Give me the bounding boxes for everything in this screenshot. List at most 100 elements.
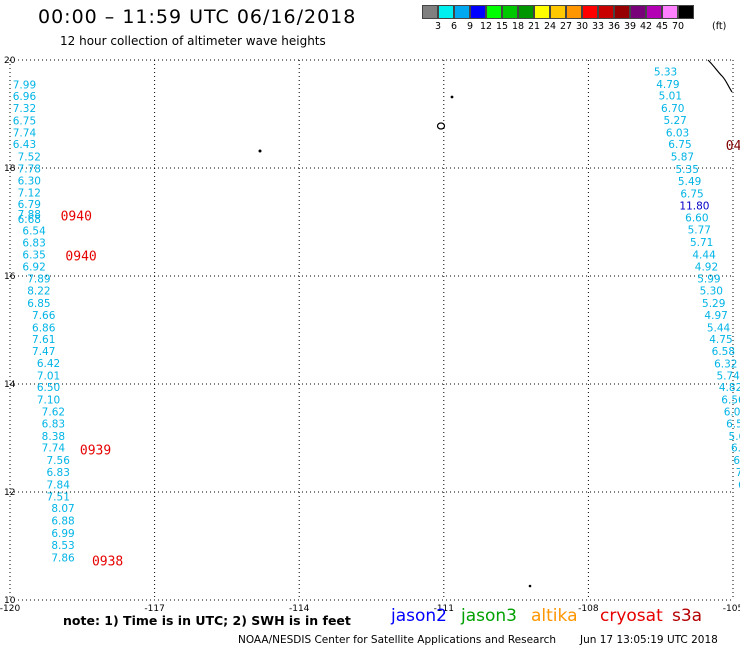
x-tick-label: -117 [144, 604, 164, 614]
map-subtitle: 12 hour collection of altimeter wave hei… [60, 34, 326, 48]
wave-height-label: 7.08 [736, 467, 740, 479]
legend-label: 3 [434, 21, 442, 32]
footnote: note: 1) Time is in UTC; 2) SWH is in fe… [63, 613, 351, 628]
wave-height-label: 7.62 [42, 407, 65, 419]
legend-label: 33 [591, 21, 605, 32]
wave-height-label: 5.87 [671, 152, 694, 164]
wave-height-label: 5.74 [716, 370, 740, 382]
wave-height-label: 6.79 [18, 199, 41, 211]
wave-height-label: 7.78 [18, 164, 41, 176]
legend-swatch [486, 5, 502, 19]
legend-label: 70 [671, 21, 685, 32]
wave-height-label: 6.70 [661, 103, 684, 115]
wave-height-label: 7.66 [32, 310, 56, 322]
wave-height-label: 7.88 [18, 209, 41, 221]
wave-height-label: 5.35 [676, 164, 699, 176]
wave-height-label: 5.49 [678, 176, 701, 188]
legend-label: 45 [655, 21, 669, 32]
wave-height-label: 5.44 [707, 322, 731, 334]
wave-height-label: 4.92 [695, 261, 718, 273]
wave-height-label: 6.68 [18, 214, 41, 226]
wave-height-label: 5.01 [659, 91, 682, 103]
y-tick-label: 20 [4, 56, 16, 66]
altimeter-track-east: 5.334.795.016.705.276.036.755.875.355.49… [654, 66, 740, 491]
wave-height-label: 7.61 [32, 334, 55, 346]
legend-labels: (ft) 3 6 9 12 15 18 21 24 27 30 33 36 39 42 45 70 [422, 20, 726, 36]
wave-height-label: 7.99 [13, 79, 36, 91]
wave-height-label: 6.86 [32, 322, 56, 334]
wave-height-label: 4.97 [704, 310, 727, 322]
wave-height-label: 6.54 [22, 226, 46, 238]
wave-height-label: 6.32 [714, 358, 737, 370]
wave-height-label: 6.50 [37, 382, 60, 394]
y-tick-label: 18 [4, 164, 16, 174]
legend-swatch [646, 5, 662, 19]
wave-height-label: 6.75 [668, 139, 691, 151]
legend-swatch [438, 5, 454, 19]
island-san-benedicto [450, 95, 454, 99]
legend-swatch [502, 5, 518, 19]
wave-height-label: 4.82 [719, 382, 740, 394]
y-tick-label: 12 [4, 488, 15, 498]
legend-label: 39 [623, 21, 637, 32]
legend-label: 36 [607, 21, 621, 32]
wave-height-label: 6.75 [680, 188, 703, 200]
legend-label: 6 [450, 21, 458, 32]
wave-height-label: 7.89 [27, 274, 50, 286]
wave-height-label: 4.79 [656, 79, 679, 91]
wave-height-label: 7.01 [37, 370, 60, 382]
x-tick-label: -108 [578, 604, 599, 614]
wave-height-label: 6.69 [733, 455, 740, 467]
satellite-jason2: jason2 [391, 606, 447, 626]
legend-label: 9 [466, 21, 474, 32]
legend-swatch [470, 5, 486, 19]
satellite-jason3: jason3 [461, 606, 517, 626]
legend-unit: (ft) [712, 21, 727, 32]
y-tick-label: 16 [4, 272, 16, 282]
pass-time-label: 0940 [65, 249, 96, 264]
wave-height-label: 6.88 [51, 516, 74, 528]
wave-height-label: 6.59 [726, 418, 740, 430]
legend-swatch [678, 5, 694, 19]
legend-swatches [422, 5, 694, 19]
wave-height-label: 5.77 [688, 225, 711, 237]
legend-swatch [422, 5, 438, 19]
wave-height-label: 6.42 [37, 358, 60, 370]
lat-lon-grid [9, 59, 734, 601]
legend-label: 12 [479, 21, 493, 32]
pass-time-label: 0938 [92, 555, 123, 570]
x-tick-label: -114 [289, 604, 310, 614]
wave-height-label: 8.07 [51, 503, 74, 515]
wave-height-label: 7.32 [13, 103, 36, 115]
wave-height-label: 5.71 [690, 237, 713, 249]
map-title: 00:00 – 11:59 UTC 06/16/2018 [38, 6, 357, 28]
pass-time-label: 0939 [80, 443, 111, 458]
wave-height-label: 7.10 [37, 395, 60, 407]
wave-height-label: 5.99 [697, 274, 720, 286]
wave-height-label: 7.74 [42, 443, 66, 455]
wave-height-label: 7.84 [47, 479, 71, 491]
wave-height-label: 8.22 [27, 286, 50, 298]
satellite-s3a: s3a [672, 606, 703, 626]
legend-swatch [598, 5, 614, 19]
satellite-altika: altika [531, 606, 578, 626]
wave-height-label: 6.83 [22, 238, 45, 250]
wave-height-label: 6.83 [47, 467, 70, 479]
pass-time-labels: 094009400939093804580457 [61, 139, 740, 570]
wave-height-label: 6.83 [42, 418, 65, 430]
wave-height-label: 5.63 [729, 431, 740, 443]
x-tick-label: -120 [0, 604, 20, 614]
satellite-cryosat: cryosat [600, 606, 663, 626]
wave-height-label: 5.27 [663, 115, 686, 127]
legend-label: 27 [559, 21, 573, 32]
wave-height-label: 7.12 [18, 187, 41, 199]
pass-time-label: 0458 [726, 139, 740, 154]
color-legend: (ft) 3 6 9 12 15 18 21 24 27 30 33 36 39 42 45 70 [422, 5, 726, 36]
wave-height-label: 6.60 [685, 213, 708, 225]
wave-height-label: 4.44 [692, 249, 716, 261]
wave-height-label: 6.06 [724, 407, 740, 419]
wave-height-label: 6.96 [13, 91, 37, 103]
wave-height-label: 6.58 [712, 346, 735, 358]
axis-tick-labels: -120 -117 -114 -111 -108 -105 10 12 14 16 18 20 [0, 56, 740, 614]
